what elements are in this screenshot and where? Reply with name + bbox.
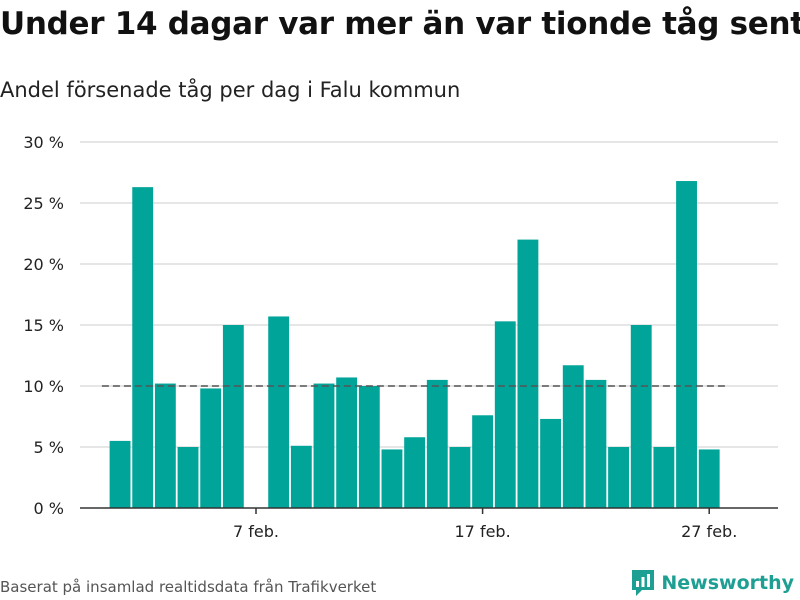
bar: [404, 437, 426, 508]
y-tick-label: 0 %: [34, 499, 64, 518]
bar: [336, 377, 358, 508]
chart-subtitle: Andel försenade tåg per dag i Falu kommu…: [0, 78, 461, 102]
bar-chart: 0 % 5 % 10 % 15 % 20 % 25 % 30 % 7 feb. 17 feb. 2…: [23, 133, 778, 541]
bar: [222, 325, 244, 508]
y-tick-label: 10 %: [23, 377, 64, 396]
bar: [313, 383, 335, 508]
bar: [653, 447, 675, 508]
bar: [517, 239, 539, 508]
bar: [268, 316, 290, 508]
source-note: Baserat på insamlad realtidsdata från Tr…: [0, 578, 377, 596]
brand-name: Newsworthy: [661, 572, 794, 594]
y-tick-label: 20 %: [23, 255, 64, 274]
bar: [630, 325, 652, 508]
newsworthy-logo-icon: [632, 570, 655, 596]
bar: [676, 181, 697, 508]
bar: [540, 418, 562, 508]
bar: [585, 379, 607, 508]
bar: [358, 386, 380, 508]
x-tick-label: 7 feb.: [233, 522, 279, 541]
bar: [154, 383, 176, 508]
bar: [290, 445, 312, 508]
bar: [109, 440, 131, 508]
y-tick-label: 30 %: [23, 133, 64, 152]
x-tick-label: 27 feb.: [681, 522, 737, 541]
chart-title: Under 14 dagar var mer än var tionde tåg…: [0, 6, 800, 42]
brand-logo: Newsworthy: [630, 568, 794, 598]
bar: [177, 447, 199, 508]
y-tick-label: 15 %: [23, 316, 64, 335]
bar: [698, 449, 720, 508]
bar: [608, 447, 629, 508]
bar: [200, 388, 222, 508]
bar: [449, 447, 471, 508]
bar: [472, 415, 494, 508]
bar: [494, 321, 516, 508]
y-tick-label: 25 %: [23, 194, 64, 213]
bar: [132, 187, 154, 508]
x-tick-label: 17 feb.: [455, 522, 511, 541]
bar: [562, 365, 584, 508]
y-tick-label: 5 %: [34, 438, 64, 457]
bar: [426, 379, 448, 508]
bar: [381, 449, 403, 508]
